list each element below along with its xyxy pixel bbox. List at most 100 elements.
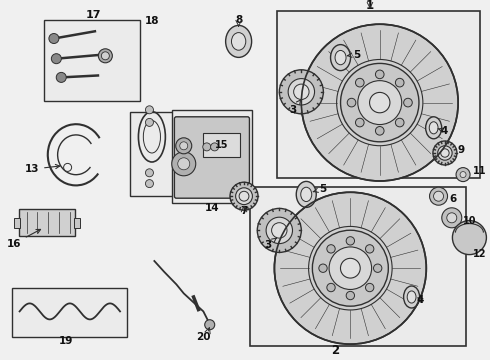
Circle shape: [341, 63, 419, 142]
Circle shape: [346, 291, 355, 300]
Text: 2: 2: [332, 345, 340, 357]
Circle shape: [327, 283, 335, 292]
Circle shape: [301, 24, 458, 181]
Text: 7: 7: [240, 206, 248, 216]
Circle shape: [101, 52, 109, 60]
Text: 12: 12: [473, 249, 487, 259]
Ellipse shape: [426, 117, 441, 139]
Circle shape: [347, 98, 356, 107]
Circle shape: [257, 208, 301, 252]
Circle shape: [375, 126, 384, 135]
Bar: [172, 110, 252, 203]
Text: 16: 16: [6, 229, 41, 249]
Circle shape: [180, 142, 188, 150]
Bar: [14, 218, 20, 228]
FancyBboxPatch shape: [174, 117, 249, 198]
Circle shape: [98, 49, 112, 63]
Bar: [130, 112, 174, 196]
Circle shape: [178, 158, 190, 170]
Circle shape: [146, 169, 153, 177]
Bar: [19, 209, 75, 236]
Circle shape: [64, 163, 72, 171]
Circle shape: [447, 213, 457, 223]
Circle shape: [146, 180, 153, 188]
Bar: [74, 218, 80, 228]
Circle shape: [341, 258, 360, 278]
Circle shape: [430, 187, 447, 205]
Circle shape: [146, 106, 153, 114]
Circle shape: [460, 172, 466, 177]
Circle shape: [236, 188, 252, 204]
Text: 8: 8: [235, 15, 242, 25]
Circle shape: [274, 192, 426, 344]
Text: 4: 4: [438, 126, 448, 136]
Text: 11: 11: [473, 166, 487, 176]
Circle shape: [327, 245, 335, 253]
Text: 17: 17: [85, 10, 101, 21]
Circle shape: [294, 84, 309, 99]
Text: 13: 13: [24, 164, 60, 174]
Circle shape: [56, 72, 66, 82]
Circle shape: [366, 245, 374, 253]
Circle shape: [404, 98, 412, 107]
Circle shape: [313, 230, 388, 306]
Text: 3: 3: [264, 238, 276, 250]
Circle shape: [319, 264, 327, 273]
Bar: [250, 187, 466, 346]
Text: 15: 15: [215, 140, 229, 150]
Ellipse shape: [296, 181, 316, 207]
Circle shape: [239, 191, 249, 201]
Ellipse shape: [301, 187, 312, 202]
Circle shape: [438, 146, 452, 160]
Circle shape: [373, 264, 382, 273]
Text: 9: 9: [458, 145, 465, 155]
Circle shape: [375, 70, 384, 79]
Ellipse shape: [231, 33, 246, 50]
Text: 1: 1: [366, 0, 374, 12]
Circle shape: [49, 33, 59, 44]
Text: 3: 3: [290, 100, 301, 115]
Circle shape: [346, 237, 355, 245]
Circle shape: [288, 78, 315, 105]
Bar: [203, 133, 240, 157]
Text: 20: 20: [196, 332, 211, 342]
Circle shape: [395, 78, 404, 87]
Circle shape: [366, 283, 374, 292]
Text: 5: 5: [347, 50, 360, 60]
Circle shape: [146, 118, 153, 126]
Circle shape: [355, 118, 364, 127]
Circle shape: [230, 182, 258, 210]
Bar: [12, 288, 127, 337]
Text: 18: 18: [145, 16, 159, 26]
Ellipse shape: [404, 286, 419, 308]
Text: 6: 6: [450, 194, 457, 204]
Bar: [277, 11, 480, 178]
Ellipse shape: [429, 122, 438, 134]
Ellipse shape: [335, 50, 346, 65]
Circle shape: [51, 54, 61, 64]
Circle shape: [172, 152, 196, 176]
Circle shape: [279, 70, 323, 114]
Circle shape: [433, 141, 457, 165]
Circle shape: [452, 221, 487, 255]
Circle shape: [203, 143, 211, 151]
Circle shape: [329, 247, 371, 289]
Circle shape: [369, 93, 390, 113]
Circle shape: [205, 320, 215, 330]
Text: 10: 10: [463, 216, 477, 226]
Circle shape: [271, 223, 287, 238]
Circle shape: [456, 168, 470, 181]
Text: 14: 14: [204, 203, 219, 213]
Circle shape: [434, 191, 443, 201]
Circle shape: [395, 118, 404, 127]
Text: 19: 19: [59, 336, 74, 346]
Ellipse shape: [331, 45, 350, 71]
Ellipse shape: [225, 26, 252, 57]
Text: 5: 5: [313, 184, 326, 194]
Circle shape: [266, 217, 293, 244]
Circle shape: [442, 208, 462, 228]
Bar: [44, 20, 140, 101]
Circle shape: [441, 149, 449, 157]
Text: 4: 4: [416, 294, 424, 305]
Circle shape: [176, 138, 192, 154]
